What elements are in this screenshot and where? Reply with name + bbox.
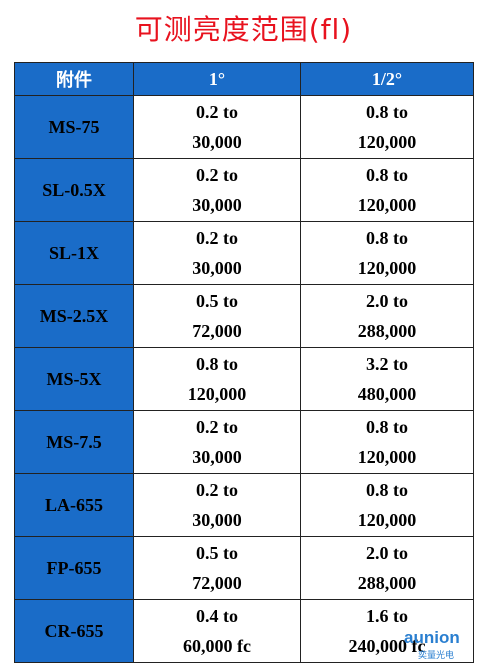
title: 可测亮度范围(fl) xyxy=(134,13,353,46)
range-line: 60,000 fc xyxy=(183,636,251,656)
range-line: 0.2 to xyxy=(196,417,238,437)
range-cell: 0.2 to 30,000 xyxy=(133,473,301,537)
row: MS-5X 0.8 to 120,000 3.2 to 480,000 xyxy=(14,347,474,411)
row: FP-655 0.5 to 72,000 2.0 to 288,000 xyxy=(14,536,474,600)
range-line: 0.2 to xyxy=(196,480,238,500)
range-cell: 0.8 to 120,000 xyxy=(300,158,474,222)
range-line: 480,000 xyxy=(357,384,417,404)
range-line: 288,000 xyxy=(357,573,417,593)
range-cell: 0.8 to 120,000 xyxy=(300,221,474,285)
accessory-name: SL-0.5X xyxy=(14,158,134,222)
accessory-name: MS-7.5 xyxy=(14,410,134,474)
range-line: 0.8 to xyxy=(366,228,408,248)
table: 附件 1° 1/2° MS-75 0.2 to 30,000 0.8 to 120,000 SL… xyxy=(14,62,474,663)
range-line: 120,000 xyxy=(357,132,417,152)
range-line: 0.8 to xyxy=(366,165,408,185)
range-cell: 0.8 to 120,000 xyxy=(300,95,474,159)
range-line: 0.4 to xyxy=(196,606,238,626)
row: LA-655 0.2 to 30,000 0.8 to 120,000 xyxy=(14,473,474,537)
range-line: 0.5 to xyxy=(196,291,238,311)
range-line: 0.5 to xyxy=(196,543,238,563)
row: MS-7.5 0.2 to 30,000 0.8 to 120,000 xyxy=(14,410,474,474)
header-cell: 附件 xyxy=(14,62,134,96)
range-line: 30,000 xyxy=(192,447,242,467)
range-line: 3.2 to xyxy=(366,354,408,374)
range-line: 120,000 xyxy=(357,195,417,215)
range-line: 120,000 xyxy=(357,447,417,467)
range-line: 0.8 to xyxy=(366,480,408,500)
range-line: 0.8 to xyxy=(366,417,408,437)
range-cell: 1.6 to 240,000 fc xyxy=(300,599,474,663)
range-line: 0.8 to xyxy=(196,354,238,374)
range-line: 30,000 xyxy=(192,195,242,215)
accessory-name: MS-5X xyxy=(14,347,134,411)
header-cell: 1/2° xyxy=(300,62,474,96)
range-line: 0.8 to xyxy=(366,102,408,122)
accessory-name: MS-75 xyxy=(14,95,134,159)
accessory-name: FP-655 xyxy=(14,536,134,600)
accessory-name: LA-655 xyxy=(14,473,134,537)
range-line: 2.0 to xyxy=(366,543,408,563)
range-line: 30,000 xyxy=(192,132,242,152)
row: MS-75 0.2 to 30,000 0.8 to 120,000 xyxy=(14,95,474,159)
range-line: 0.2 to xyxy=(196,228,238,248)
accessory-name: SL-1X xyxy=(14,221,134,285)
range-cell: 0.8 to 120,000 xyxy=(133,347,301,411)
range-cell: 0.8 to 120,000 xyxy=(300,410,474,474)
range-cell: 0.8 to 120,000 xyxy=(300,473,474,537)
watermark-sub: 奕量光电 xyxy=(418,650,455,660)
range-line: 1.6 to xyxy=(366,606,408,626)
range-line: 120,000 xyxy=(187,384,247,404)
range-cell: 0.2 to 30,000 xyxy=(133,158,301,222)
range-line: 30,000 xyxy=(192,510,242,530)
range-line: 72,000 xyxy=(192,573,242,593)
range-cell: 0.5 to 72,000 xyxy=(133,284,301,348)
range-line: 2.0 to xyxy=(366,291,408,311)
range-line: 240,000 fc xyxy=(348,636,426,656)
row: CR-655 0.4 to 60,000 fc 1.6 to 240,000 fc xyxy=(14,599,474,663)
range-cell: 2.0 to 288,000 xyxy=(300,536,474,600)
range-cell: 2.0 to 288,000 xyxy=(300,284,474,348)
range-line: 120,000 xyxy=(357,510,417,530)
range-cell: 0.5 to 72,000 xyxy=(133,536,301,600)
watermark: aunion 奕量光电 xyxy=(404,628,460,661)
range-line: 72,000 xyxy=(192,321,242,341)
range-line: 0.2 to xyxy=(196,102,238,122)
row: MS-2.5X 0.5 to 72,000 2.0 to 288,000 xyxy=(14,284,474,348)
range-line: 30,000 xyxy=(192,258,242,278)
range-line: 120,000 xyxy=(357,258,417,278)
accessory-name: CR-655 xyxy=(14,599,134,663)
row: SL-0.5X 0.2 to 30,000 0.8 to 120,000 xyxy=(14,158,474,222)
range-cell: 0.2 to 30,000 xyxy=(133,221,301,285)
header-cell: 1° xyxy=(133,62,301,96)
range-line: 0.2 to xyxy=(196,165,238,185)
header-row: 附件 1° 1/2° xyxy=(14,62,474,96)
range-cell: 0.2 to 30,000 xyxy=(133,410,301,474)
row: SL-1X 0.2 to 30,000 0.8 to 120,000 xyxy=(14,221,474,285)
range-cell: 0.4 to 60,000 fc xyxy=(133,599,301,663)
range-line: 288,000 xyxy=(357,321,417,341)
accessory-name: MS-2.5X xyxy=(14,284,134,348)
watermark-brand: aunion xyxy=(404,628,460,647)
range-cell: 3.2 to 480,000 xyxy=(300,347,474,411)
range-cell: 0.2 to 30,000 xyxy=(133,95,301,159)
